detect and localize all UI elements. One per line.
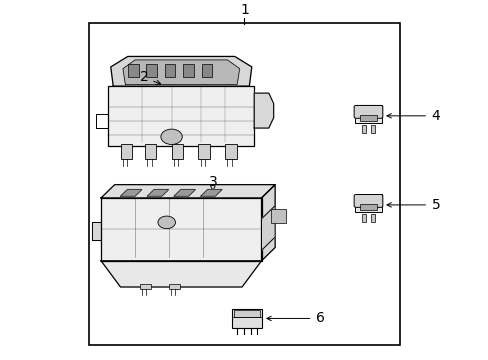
Text: 5: 5 [431, 198, 440, 212]
Text: 6: 6 [316, 311, 325, 325]
Polygon shape [254, 93, 273, 128]
Bar [183, 64, 194, 77]
Polygon shape [120, 189, 142, 196]
Text: 3: 3 [208, 175, 217, 189]
Bar [233, 310, 260, 318]
Text: 1: 1 [240, 3, 248, 17]
Text: 2: 2 [140, 71, 149, 84]
Polygon shape [174, 189, 195, 196]
Bar [271, 209, 285, 223]
Text: 4: 4 [431, 109, 440, 123]
Bar [361, 214, 365, 222]
Polygon shape [122, 60, 239, 84]
Polygon shape [261, 185, 275, 261]
FancyBboxPatch shape [353, 194, 382, 207]
Bar [359, 204, 376, 210]
Bar [224, 144, 236, 159]
Polygon shape [101, 261, 261, 287]
Bar [359, 115, 376, 121]
Polygon shape [147, 189, 168, 196]
Bar [164, 64, 175, 77]
Bar [201, 64, 212, 77]
Bar [144, 144, 156, 159]
Polygon shape [201, 189, 222, 196]
Bar [146, 64, 157, 77]
Bar [140, 284, 150, 289]
Bar [169, 284, 180, 289]
Bar [120, 144, 132, 159]
Bar [171, 144, 183, 159]
Bar [89, 23, 399, 345]
Bar [354, 194, 381, 212]
Bar [198, 144, 209, 159]
Bar [108, 86, 254, 145]
Circle shape [158, 216, 175, 229]
Bar [127, 64, 138, 77]
Bar [361, 125, 365, 132]
Polygon shape [92, 222, 101, 240]
Circle shape [161, 129, 182, 144]
Bar [371, 214, 374, 222]
Polygon shape [101, 198, 261, 261]
Polygon shape [101, 185, 275, 198]
Bar [354, 105, 381, 123]
Polygon shape [261, 206, 275, 250]
Polygon shape [111, 57, 251, 86]
Bar [231, 309, 262, 328]
FancyBboxPatch shape [353, 105, 382, 118]
Bar [371, 125, 374, 132]
